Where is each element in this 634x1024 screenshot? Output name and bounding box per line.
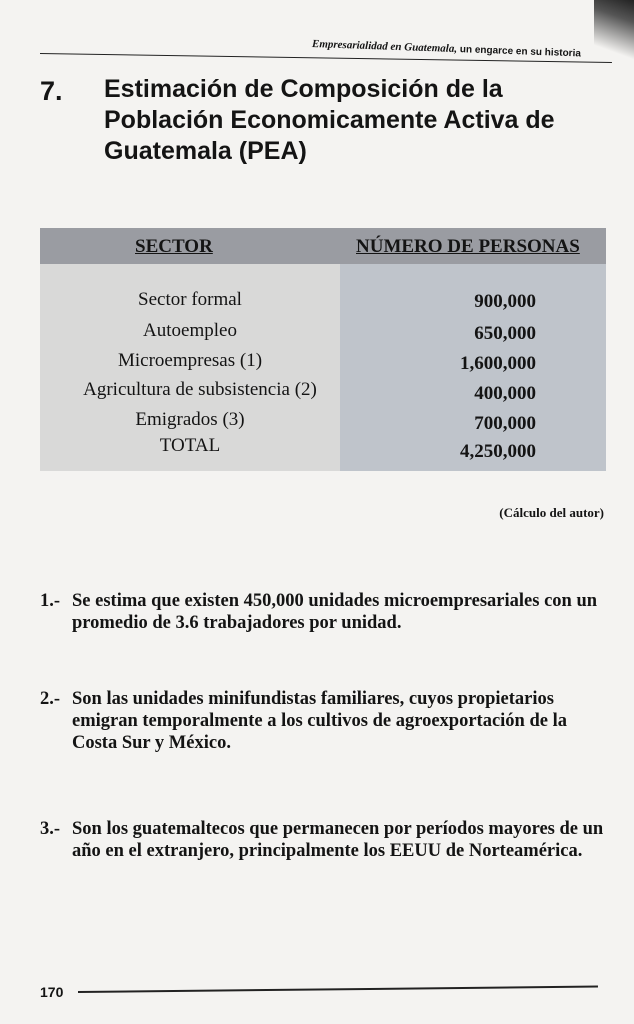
page-number: 170 — [40, 984, 64, 1000]
header-sector: SECTOR — [135, 236, 213, 257]
running-header-subtitle: un engarce en su historia — [459, 44, 582, 60]
footer-rule — [77, 985, 598, 993]
footnote-label: 3.- — [40, 819, 61, 839]
footnote-text: Son los guatemaltecos que permanecen por… — [72, 819, 604, 861]
footnote-text: Se estima que existen 450,000 unidades m… — [72, 591, 598, 633]
table-row-value: 700,000 — [474, 413, 536, 434]
table-row-sector: Microempresas (1) — [117, 350, 263, 371]
table-row-value: 1,600,000 — [460, 353, 536, 374]
footnote-3: 3.- Son los guatemaltecos que permanecen … — [40, 818, 610, 861]
table-row-sector: Sector formal — [138, 289, 242, 310]
section-title: Estimación de Composición de la Població… — [104, 75, 555, 165]
footnote-1: 1.- Se estima que existen 450,000 unidade… — [40, 590, 610, 633]
footnote-2: 2.- Son las unidades minifundistas famili… — [40, 688, 610, 753]
pea-table: SECTOR NÚMERO DE PERSONAS Sector formal … — [40, 228, 606, 471]
running-header-title: Empresarialidad en Guatemala, — [311, 38, 458, 56]
table-row-total: TOTAL — [159, 435, 221, 456]
table-row-value: 650,000 — [474, 323, 536, 344]
running-header: Empresarialidad en Guatemala, un engarce… — [312, 38, 581, 59]
table-row-total-value: 4,250,000 — [460, 441, 536, 462]
footnote-label: 1.- — [40, 591, 61, 611]
footnote-text: Son las unidades minifundistas familiare… — [72, 689, 567, 753]
table-source: (Cálculo del autor) — [499, 505, 604, 520]
table-row-sector: Autoempleo — [143, 320, 237, 341]
sector-column — [40, 264, 340, 471]
header-personas: NÚMERO DE PERSONAS — [356, 236, 580, 257]
table-row-value: 900,000 — [474, 291, 536, 312]
page-edge-shadow — [594, 0, 634, 60]
section-number: 7. — [40, 76, 63, 106]
table-row-sector: Emigrados (3) — [135, 409, 245, 430]
footnote-label: 2.- — [40, 689, 61, 709]
table-header — [40, 228, 606, 264]
table-row-value: 400,000 — [474, 383, 536, 404]
table-row-sector: Agricultura de subsistencia (2) — [83, 379, 317, 400]
value-column — [340, 264, 606, 471]
